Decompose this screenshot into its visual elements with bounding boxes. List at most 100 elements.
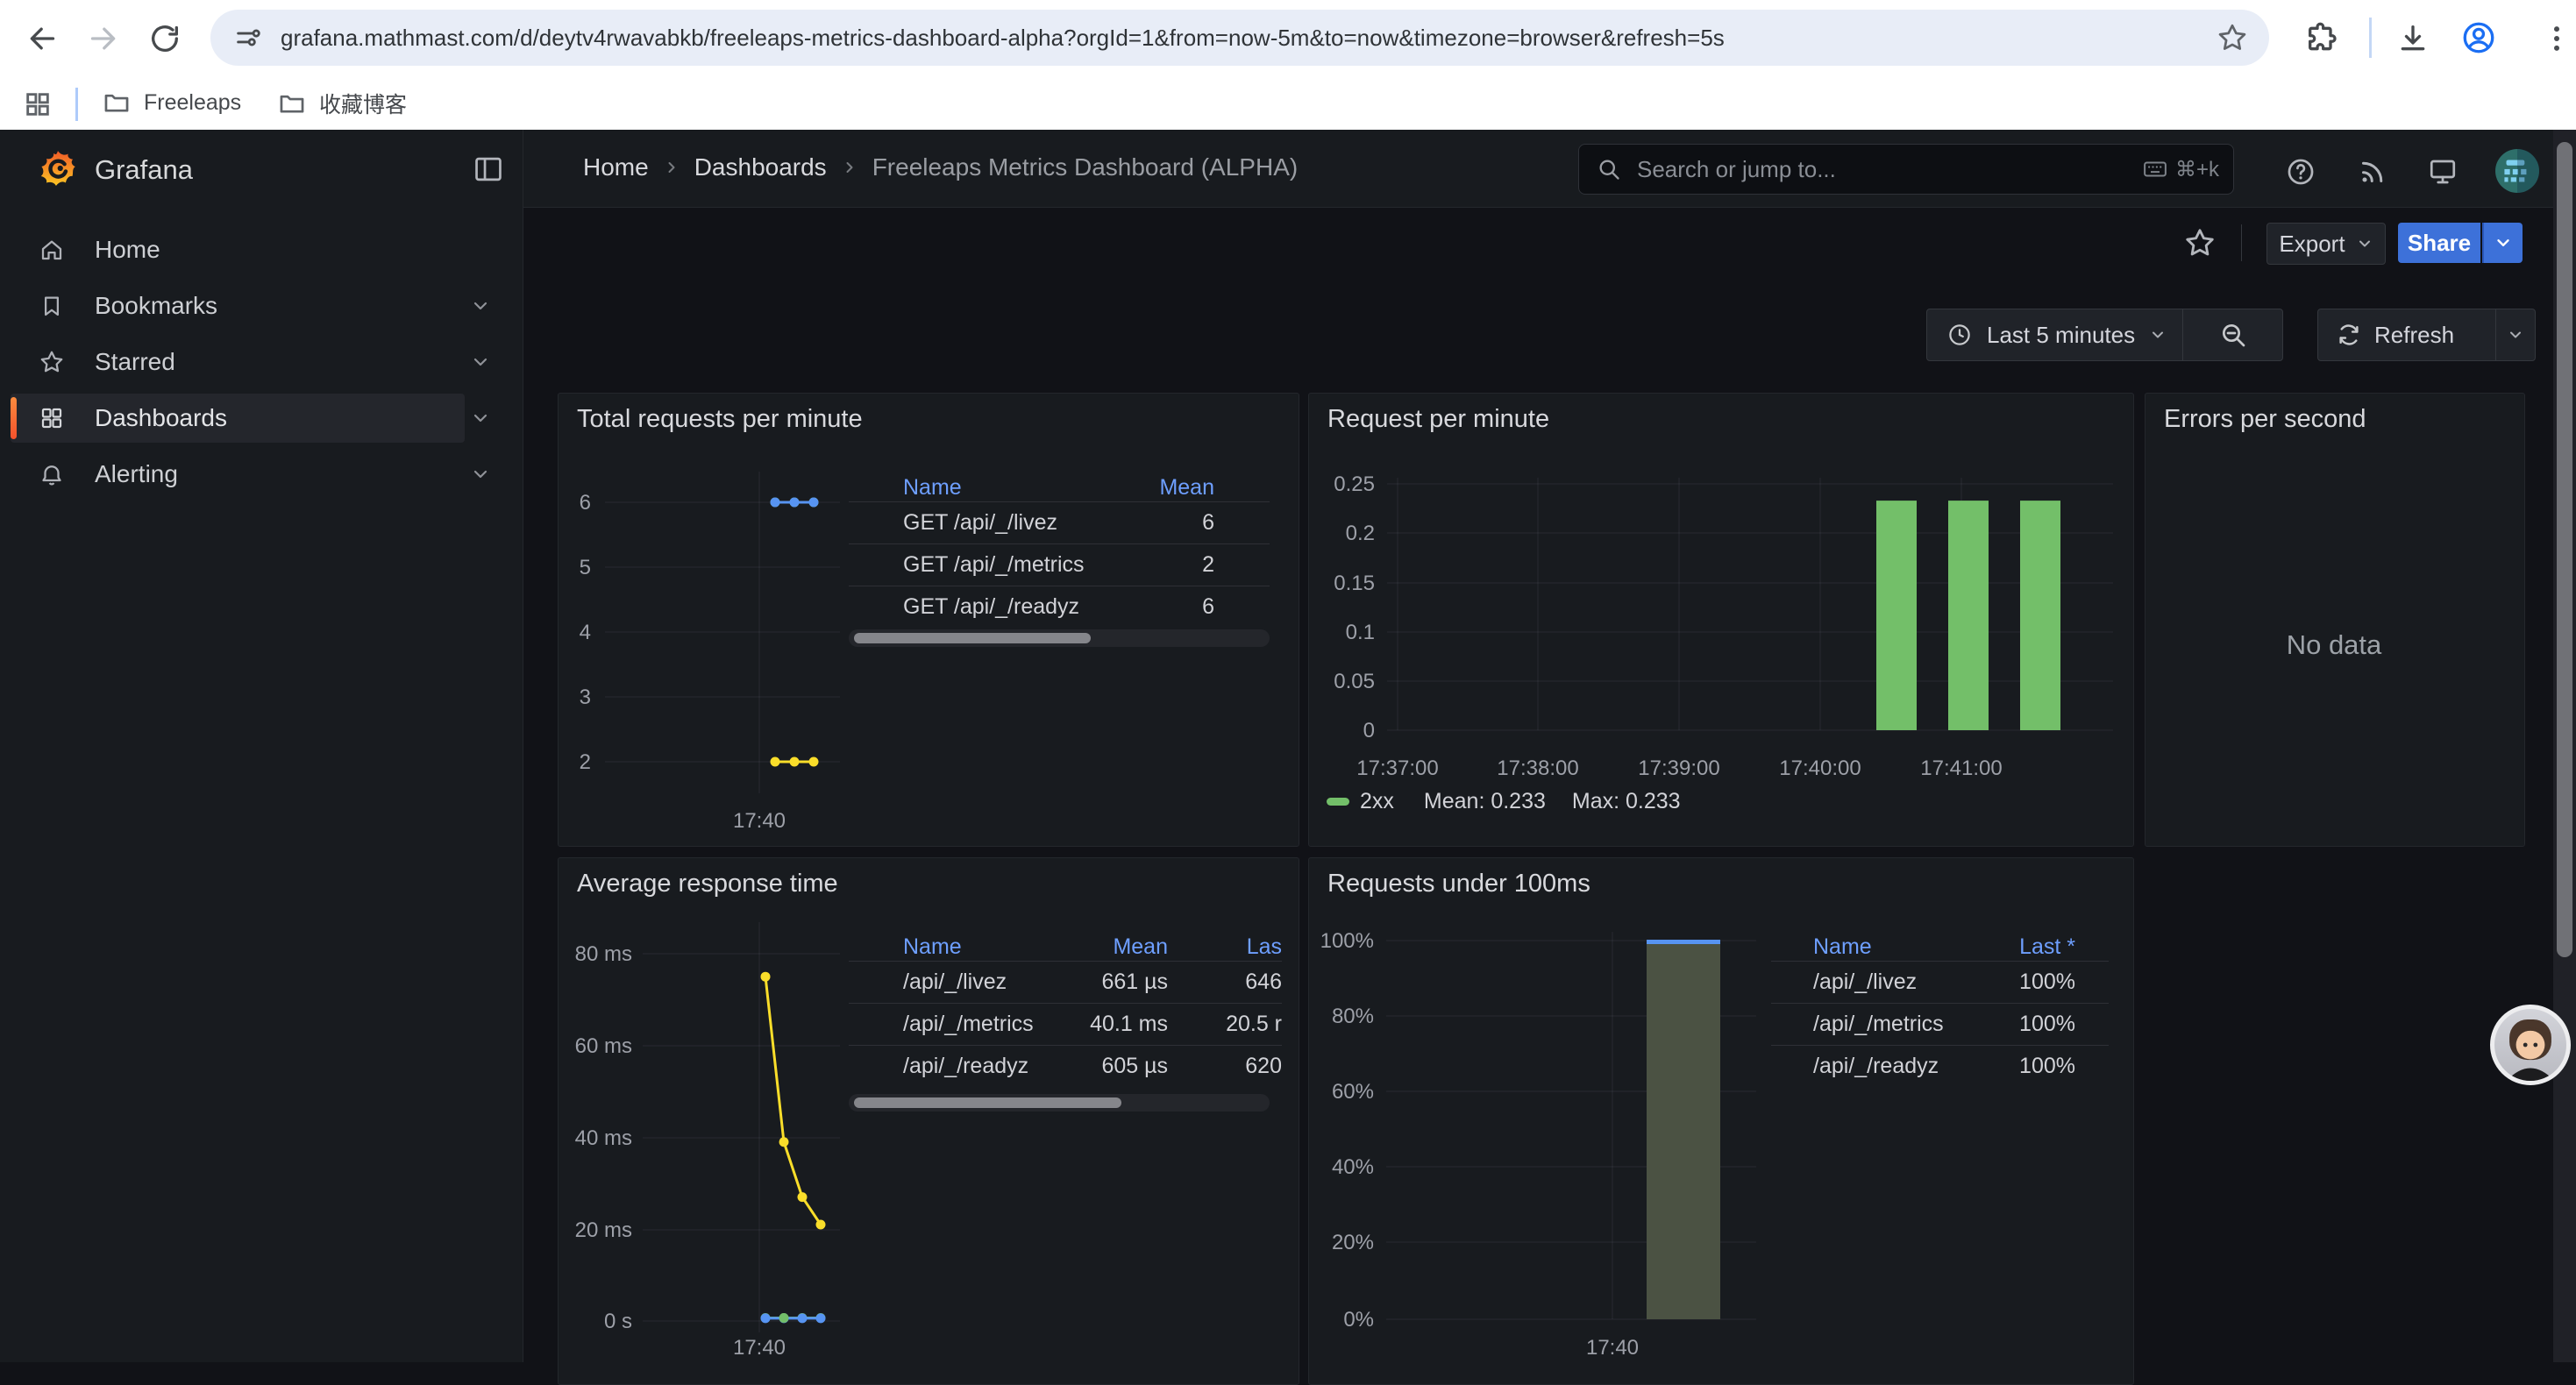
- user-avatar[interactable]: [2495, 149, 2539, 193]
- p5-legend-table: Name Last * /api/_/livez 100% /api/_/met…: [1771, 933, 2109, 1087]
- sidebar-item-home[interactable]: Home: [0, 225, 523, 274]
- sidebar-item-dashboards[interactable]: Dashboards: [0, 394, 523, 443]
- p2-legend[interactable]: 2xx Mean: 0.233 Max: 0.233: [1327, 789, 1681, 814]
- toolbar-divider: [2369, 18, 2372, 58]
- breadcrumb-current: Freeleaps Metrics Dashboard (ALPHA): [872, 153, 1299, 181]
- kiosk-monitor-icon[interactable]: [2427, 156, 2459, 188]
- legend-row[interactable]: /api/_/readyz 605 µs 620: [849, 1045, 1282, 1087]
- legend-row[interactable]: /api/_/metrics 40.1 ms 20.5 r: [849, 1003, 1282, 1045]
- button-divider: [2182, 309, 2183, 360]
- chevron-down-icon: [2494, 233, 2513, 252]
- zoom-out-icon[interactable]: [2219, 321, 2247, 349]
- site-settings-icon[interactable]: [233, 23, 263, 53]
- legend-row[interactable]: GET /api/_/metrics 2: [849, 543, 1270, 586]
- legend-header-last[interactable]: Las: [1168, 934, 1282, 960]
- bookmark-folder-freeleaps[interactable]: Freeleaps: [102, 88, 241, 117]
- scrollbar-thumb[interactable]: [854, 633, 1091, 643]
- chevron-down-icon: [2356, 235, 2373, 252]
- news-rss-icon[interactable]: [2357, 156, 2388, 188]
- panel-request-per-minute[interactable]: [1308, 393, 2134, 847]
- search-box[interactable]: ⌘+k: [1578, 144, 2234, 195]
- share-label: Share: [2408, 230, 2471, 257]
- legend-row[interactable]: GET /api/_/readyz 6: [849, 586, 1270, 628]
- breadcrumb: Home Dashboards Freeleaps Metrics Dashbo…: [583, 153, 1298, 181]
- series-color-pill: [1327, 798, 1349, 806]
- legend-row[interactable]: GET /api/_/livez 6: [849, 501, 1270, 543]
- time-range-label: Last 5 minutes: [1987, 322, 2135, 349]
- grafana-logo[interactable]: [39, 149, 77, 188]
- help-icon[interactable]: [2285, 156, 2316, 188]
- breadcrumb-home[interactable]: Home: [583, 153, 649, 181]
- toolbar-divider: [2241, 224, 2242, 261]
- legend-header-mean[interactable]: Mean: [1109, 475, 1214, 501]
- download-icon[interactable]: [2395, 21, 2430, 56]
- legend-row[interactable]: /api/_/metrics 100%: [1771, 1003, 2109, 1045]
- browser-forward-icon[interactable]: [86, 21, 121, 56]
- export-button[interactable]: Export: [2266, 223, 2386, 265]
- panel-title[interactable]: Request per minute: [1327, 405, 1549, 434]
- chevron-down-icon[interactable]: [470, 408, 491, 429]
- extensions-icon[interactable]: [2304, 21, 2339, 56]
- star-icon: [39, 349, 65, 375]
- home-icon: [39, 237, 65, 263]
- collapse-sidebar-icon[interactable]: [472, 153, 505, 186]
- share-button[interactable]: Share: [2398, 223, 2480, 263]
- p1-legend-scrollbar[interactable]: [849, 629, 1270, 647]
- time-range-picker[interactable]: Last 5 minutes: [1926, 309, 2283, 361]
- bell-icon: [39, 461, 65, 487]
- legend-header-name[interactable]: Name: [1813, 934, 1979, 960]
- sidebar-item-label: Dashboards: [95, 404, 227, 432]
- sidebar-item-alerting[interactable]: Alerting: [0, 450, 523, 499]
- bookmarks-divider: [75, 88, 78, 121]
- export-label: Export: [2279, 231, 2345, 258]
- chevron-down-icon[interactable]: [470, 464, 491, 485]
- folder-icon: [277, 89, 307, 118]
- address-bar[interactable]: [210, 10, 2269, 66]
- panel-title[interactable]: Requests under 100ms: [1327, 870, 1590, 898]
- p4-legend-scrollbar[interactable]: [849, 1094, 1270, 1112]
- page-scrollbar-thumb[interactable]: [2557, 142, 2572, 957]
- chevron-down-icon[interactable]: [470, 352, 491, 373]
- url-input[interactable]: [279, 24, 2080, 53]
- legend-header-last[interactable]: Last *: [1979, 934, 2075, 960]
- chevron-down-icon[interactable]: [470, 295, 491, 316]
- browser-menu-icon[interactable]: [2539, 21, 2574, 56]
- panel-title[interactable]: Average response time: [577, 870, 838, 898]
- profile-icon[interactable]: [2460, 19, 2497, 56]
- sidebar-item-starred[interactable]: Starred: [0, 337, 523, 387]
- browser-back-icon[interactable]: [25, 21, 60, 56]
- chevron-down-icon[interactable]: [2496, 326, 2535, 344]
- legend-header-name[interactable]: Name: [903, 475, 1109, 501]
- assistant-avatar[interactable]: [2490, 1005, 2571, 1085]
- search-icon: [1597, 157, 1621, 181]
- no-data-message: No data: [2145, 629, 2523, 661]
- breadcrumb-dashboards[interactable]: Dashboards: [694, 153, 827, 181]
- dashboards-grid-icon: [39, 405, 65, 431]
- bookmark-folder-blogs[interactable]: 收藏博客: [277, 88, 407, 119]
- panel-errors-per-second[interactable]: [2145, 393, 2525, 847]
- browser-reload-icon[interactable]: [147, 21, 182, 56]
- sidebar-item-bookmarks[interactable]: Bookmarks: [0, 281, 523, 330]
- favorite-dashboard-star-icon[interactable]: [2183, 226, 2217, 259]
- bookmark-star-icon[interactable]: [2217, 22, 2248, 53]
- sidebar-item-label: Alerting: [95, 460, 178, 488]
- scrollbar-thumb[interactable]: [854, 1097, 1121, 1108]
- search-input[interactable]: [1635, 155, 2025, 184]
- legend-header-name[interactable]: Name: [903, 934, 1070, 960]
- folder-icon: [102, 88, 132, 117]
- legend-row[interactable]: /api/_/readyz 100%: [1771, 1045, 2109, 1087]
- p4-legend-table: Name Mean Las /api/_/livez 661 µs 646 /a…: [849, 933, 1282, 1087]
- apps-grid-icon[interactable]: [23, 89, 53, 119]
- legend-row[interactable]: /api/_/livez 661 µs 646: [849, 961, 1282, 1003]
- chevron-right-icon: [663, 159, 680, 176]
- panel-title[interactable]: Errors per second: [2164, 405, 2366, 434]
- legend-row[interactable]: /api/_/livez 100%: [1771, 961, 2109, 1003]
- panel-title[interactable]: Total requests per minute: [577, 405, 863, 434]
- legend-header-mean[interactable]: Mean: [1070, 934, 1168, 960]
- chevron-down-icon: [2149, 326, 2167, 344]
- keyboard-icon: [2142, 156, 2168, 182]
- grafana-wordmark: Grafana: [95, 154, 193, 186]
- p1-legend-table: Name Mean GET /api/_/livez 6 GET /api/_/…: [849, 473, 1270, 628]
- share-dropdown-button[interactable]: [2482, 223, 2523, 263]
- refresh-button[interactable]: Refresh: [2317, 309, 2536, 361]
